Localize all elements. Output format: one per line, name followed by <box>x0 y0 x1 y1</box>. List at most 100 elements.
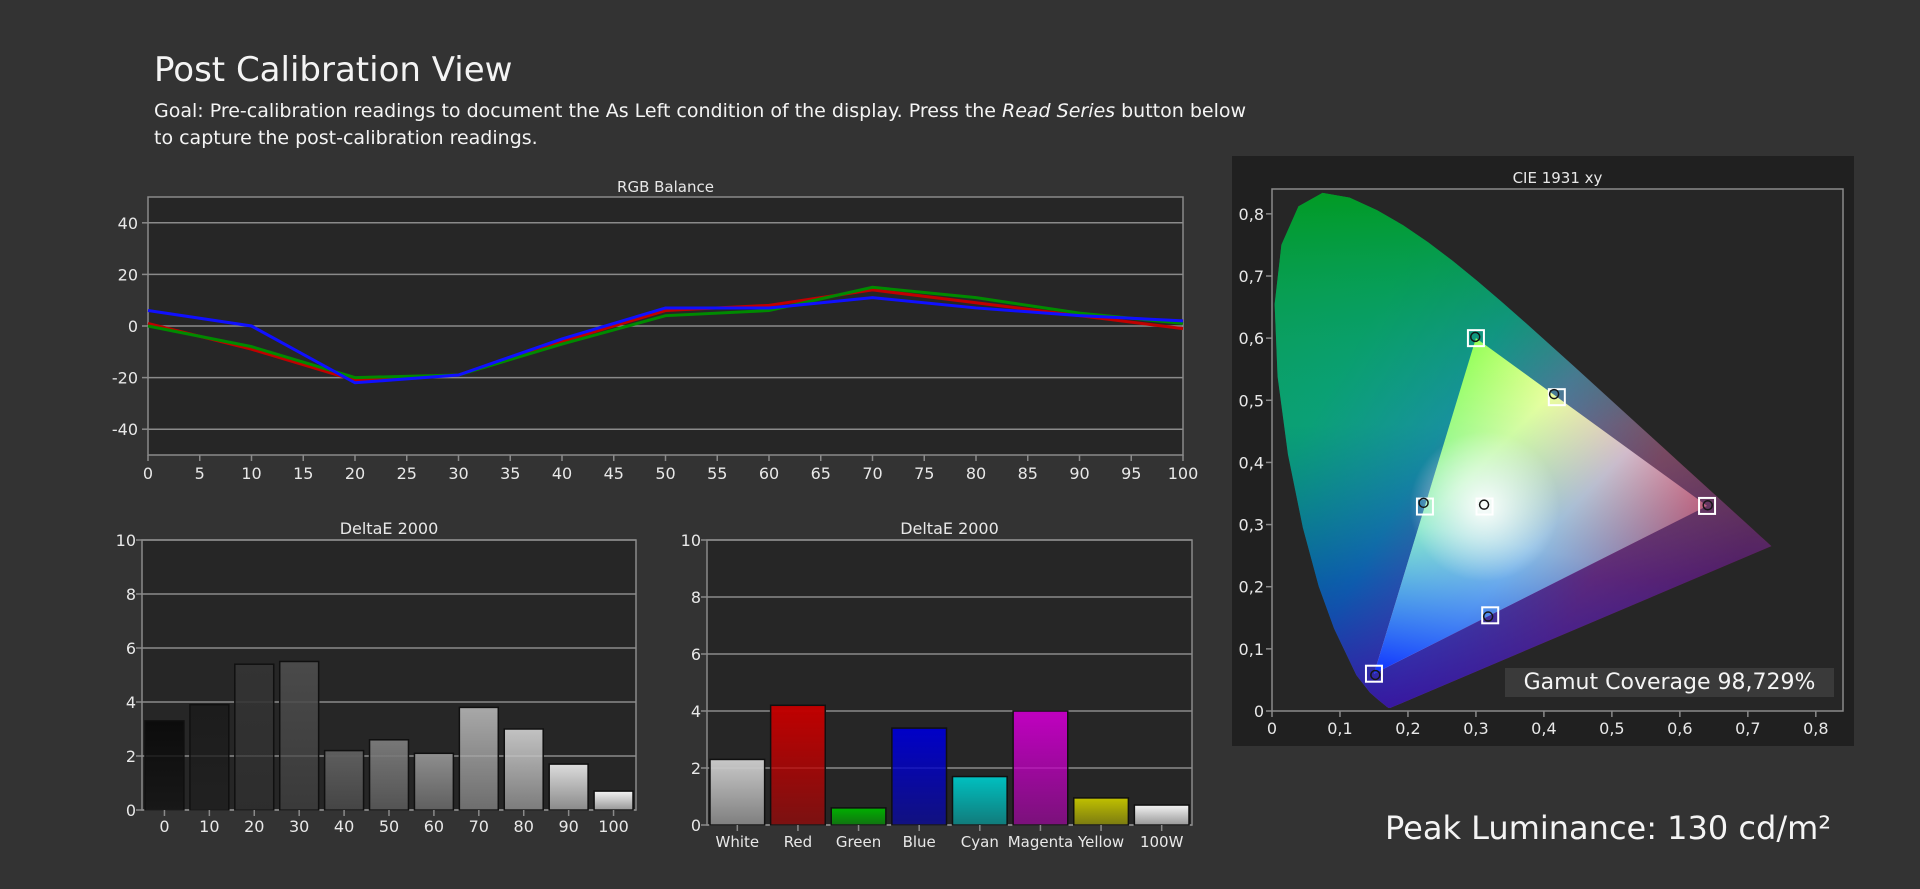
rgb-xtick-label: 35 <box>500 464 520 483</box>
rgb-chart-title: RGB Balance <box>617 178 714 196</box>
delta-bar-40 <box>323 749 365 811</box>
delta-bar-70 <box>458 706 500 811</box>
read-series-emphasis: Read Series <box>1002 100 1116 122</box>
delta-chart-title-2: DeltaE 2000 <box>900 519 999 538</box>
cie-xtick-label: 0,1 <box>1327 719 1352 738</box>
delta-xtick-label: 10 <box>199 817 219 836</box>
cie-xtick-label: 0,4 <box>1531 719 1556 738</box>
delta-bar-60 <box>413 752 455 811</box>
delta-xtick-label: 100 <box>598 817 629 836</box>
cie-target-blue <box>1364 664 1383 683</box>
cie-measured-white <box>1478 499 1490 510</box>
rgb-xtick-label: 90 <box>1069 464 1089 483</box>
cie-xtick-label: 0 <box>1267 719 1277 738</box>
cie-measured-blue <box>1370 669 1381 681</box>
cie-ytick-label: 0,8 <box>1239 205 1264 224</box>
rgb-xtick-label: 70 <box>862 464 882 483</box>
cie-target-green <box>1466 329 1485 348</box>
rgb-xtick-label: 45 <box>604 464 624 483</box>
cie-measured-magenta <box>1482 611 1494 622</box>
cie-ytick-label: 0 <box>1254 702 1264 721</box>
rgb-series-line-2 <box>147 296 1184 385</box>
peak-luminance-label: Peak Luminance: 130 cd/m² <box>1385 809 1832 847</box>
rgb-xtick-label: 85 <box>1018 464 1038 483</box>
delta-xtick-label: White <box>716 833 760 851</box>
delta-bar-magenta <box>1012 710 1069 826</box>
cie-target-yellow <box>1547 388 1566 407</box>
delta-xtick-label: Green <box>836 833 881 851</box>
cie-ytick-label: 0,3 <box>1239 516 1264 535</box>
rgb-ytick-label: 40 <box>118 214 138 233</box>
cie-chart-title: CIE 1931 xy <box>1513 169 1603 187</box>
rgb-xtick-label: 10 <box>241 464 261 483</box>
delta-chart-title-1: DeltaE 2000 <box>340 519 439 538</box>
delta-ytick-label: 0 <box>691 816 701 835</box>
delta-bar-yellow <box>1073 797 1130 826</box>
delta-xtick-label: 40 <box>334 817 354 836</box>
delta-xtick-label: Magenta <box>1008 833 1073 851</box>
rgb-xtick-label: 55 <box>707 464 727 483</box>
delta-ytick-label: 2 <box>126 747 136 766</box>
cie-measured-yellow <box>1548 388 1560 400</box>
rgb-xtick-label: 25 <box>397 464 417 483</box>
delta-xtick-label: 50 <box>379 817 399 836</box>
cie-white-glow <box>1409 431 1560 582</box>
cie-target-magenta <box>1481 606 1500 625</box>
rgb-ytick-label: 20 <box>118 265 138 284</box>
delta-bar-20 <box>234 663 275 811</box>
cie-measured-red <box>1702 500 1713 511</box>
delta-bar-red <box>769 704 826 826</box>
rgb-ytick-label: -40 <box>112 420 138 439</box>
delta-xtick-label: Cyan <box>961 833 999 851</box>
cie-measured-green <box>1469 331 1481 343</box>
delta-bar-white <box>709 758 766 826</box>
cie-xtick-label: 0,3 <box>1463 719 1488 738</box>
delta-ytick-label: 8 <box>691 588 701 607</box>
delta-xtick-label: 70 <box>469 817 489 836</box>
delta-xtick-label: 0 <box>159 817 169 836</box>
cie-xtick-label: 0,6 <box>1667 719 1692 738</box>
rgb-ytick-label: 0 <box>128 317 138 336</box>
cie-ytick-label: 0,4 <box>1239 453 1264 472</box>
delta-bar-30 <box>278 660 320 811</box>
delta-xtick-label: Blue <box>903 833 936 851</box>
rgb-xtick-label: 40 <box>552 464 572 483</box>
rgb-xtick-label: 20 <box>345 464 365 483</box>
cie-ytick-label: 0,6 <box>1239 329 1264 348</box>
delta-bar-cyan <box>951 775 1008 826</box>
delta-ytick-label: 0 <box>126 801 136 820</box>
cie-xtick-label: 0,7 <box>1735 719 1760 738</box>
delta-bar-50 <box>368 739 410 811</box>
cie-xtick-label: 0,5 <box>1599 719 1624 738</box>
delta-bar-green <box>830 807 887 826</box>
rgb-series-line-0 <box>147 288 1184 382</box>
delta-xtick-label: 80 <box>514 817 534 836</box>
delta-ytick-label: 6 <box>691 645 701 664</box>
rgb-xtick-label: 100 <box>1168 464 1199 483</box>
rgb-series-line-1 <box>147 285 1184 380</box>
delta-bar-0 <box>144 720 185 811</box>
cie-ytick-label: 0,5 <box>1239 391 1264 410</box>
rgb-xtick-label: 95 <box>1121 464 1141 483</box>
delta-bar-blue <box>891 727 948 826</box>
rgb-xtick-label: 0 <box>143 464 153 483</box>
delta-bar-90 <box>548 763 589 811</box>
page-goal-text: Goal: Pre-calibration readings to docume… <box>154 98 1264 152</box>
delta-ytick-label: 2 <box>691 759 701 778</box>
rgb-xtick-label: 80 <box>966 464 986 483</box>
delta-ytick-label: 10 <box>681 531 701 550</box>
delta-xtick-label: 30 <box>289 817 309 836</box>
delta-bar-100w <box>1133 804 1190 826</box>
rgb-xtick-label: 65 <box>811 464 831 483</box>
delta-bar-10 <box>189 703 230 811</box>
cie-ytick-label: 0,2 <box>1239 578 1264 597</box>
cie-ytick-label: 0,1 <box>1239 640 1264 659</box>
delta-ytick-label: 6 <box>126 639 136 658</box>
delta-ytick-label: 4 <box>126 693 136 712</box>
rgb-xtick-label: 60 <box>759 464 779 483</box>
page-title: Post Calibration View <box>154 50 513 90</box>
cie-ytick-label: 0,7 <box>1239 267 1264 286</box>
cie-measured-cyan <box>1418 497 1429 509</box>
cie-target-red <box>1698 496 1717 515</box>
